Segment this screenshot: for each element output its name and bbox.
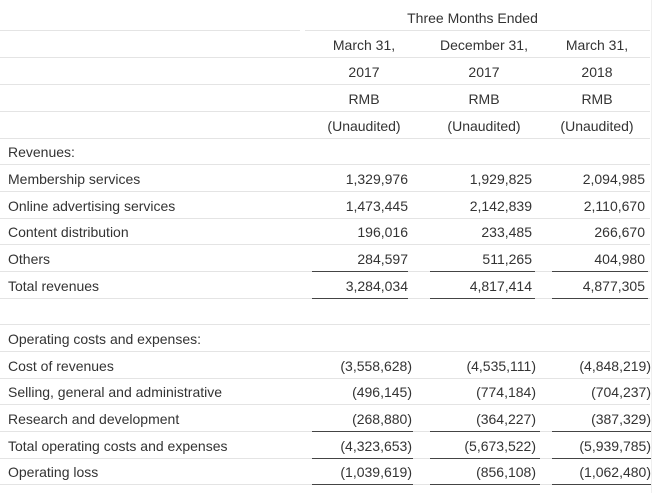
header-row-status: (Unaudited) (Unaudited) (Unaudited) xyxy=(0,113,657,139)
table-row: Others 284,597 511,265 404,980 xyxy=(0,246,657,272)
row-value-2017q1: (1,039,619) xyxy=(340,464,412,480)
row-value-2018q1: (5,939,785) xyxy=(579,438,651,454)
row-value-2017q4: 2,142,839 xyxy=(469,198,532,214)
header-row-currency: RMB RMB RMB xyxy=(0,86,657,112)
row-value-2018q1: 404,980 xyxy=(594,251,645,267)
row-label: Total revenues xyxy=(8,278,100,294)
period-title: Three Months Ended xyxy=(407,10,538,26)
column-year-2: 2017 xyxy=(468,64,500,80)
table-row: Online advertising services 1,473,445 2,… xyxy=(0,193,657,219)
total-rule xyxy=(552,298,648,299)
total-rule xyxy=(430,458,540,459)
subtotal-rule xyxy=(430,271,535,272)
row-value-2017q1: 284,597 xyxy=(357,251,408,267)
row-label: Membership services xyxy=(8,171,141,187)
header-row-year: 2017 2017 2018 xyxy=(0,59,657,85)
row-value-2017q1: 1,473,445 xyxy=(345,198,408,214)
total-rule xyxy=(430,484,540,485)
table-row: Content distribution 196,016 233,485 266… xyxy=(0,219,657,245)
subtotal-rule xyxy=(552,431,652,432)
column-year-3: 2018 xyxy=(581,64,613,80)
column-currency-2: RMB xyxy=(468,91,500,107)
revenues-section-label: Revenues: xyxy=(8,144,75,160)
revenues-section-row: Revenues: xyxy=(0,139,657,165)
column-status-1: (Unaudited) xyxy=(327,118,401,134)
total-rule xyxy=(312,458,413,459)
row-value-2017q4: (4,535,111) xyxy=(466,358,536,374)
column-date-2: December 31, xyxy=(440,37,528,53)
header-row-period: Three Months Ended xyxy=(0,5,657,31)
row-label: Research and development xyxy=(8,411,180,427)
subtotal-rule xyxy=(430,431,540,432)
row-value-2017q4: (364,227) xyxy=(476,411,536,427)
table-row: Research and development (268,880) (364,… xyxy=(0,406,657,432)
row-value-2017q1: 1,329,976 xyxy=(345,171,408,187)
table-row-total: Total revenues 3,284,034 4,817,414 4,877… xyxy=(0,273,657,299)
row-label: Total operating costs and expenses xyxy=(8,438,228,454)
costs-section-row: Operating costs and expenses: xyxy=(0,326,657,352)
row-value-2017q4: (5,673,522) xyxy=(464,438,536,454)
table-right-border xyxy=(651,0,652,493)
row-label: Cost of revenues xyxy=(8,358,114,374)
total-rule xyxy=(312,298,408,299)
row-value-2017q1: (3,558,628) xyxy=(340,358,412,374)
subtotal-rule xyxy=(312,271,408,272)
row-value-2017q1: (268,880) xyxy=(352,411,412,427)
spacer-row xyxy=(0,299,657,325)
row-value-2017q4: (774,184) xyxy=(476,384,536,400)
row-value-2017q1: (4,323,653) xyxy=(340,438,412,454)
row-value-2018q1: 4,877,305 xyxy=(582,278,645,294)
total-rule xyxy=(312,484,413,485)
table-row: Selling, general and administrative (496… xyxy=(0,379,657,405)
row-value-2017q4: 233,485 xyxy=(481,224,532,240)
row-value-2018q1: 2,110,670 xyxy=(583,198,645,214)
row-value-2018q1: 2,094,985 xyxy=(582,171,645,187)
row-label: Selling, general and administrative xyxy=(8,384,223,400)
row-value-2017q4: (856,108) xyxy=(476,464,536,480)
row-value-2017q1: (496,145) xyxy=(352,384,412,400)
table-row: Cost of revenues (3,558,628) (4,535,111)… xyxy=(0,353,657,379)
costs-section-label: Operating costs and expenses: xyxy=(8,331,202,347)
row-value-2017q4: 4,817,414 xyxy=(469,278,532,294)
total-rule xyxy=(552,458,652,459)
subtotal-rule xyxy=(312,431,413,432)
row-value-2018q1: (387,329) xyxy=(591,411,651,427)
column-status-3: (Unaudited) xyxy=(560,118,634,134)
column-currency-1: RMB xyxy=(348,91,380,107)
row-value-2018q1: 266,670 xyxy=(594,224,645,240)
row-label: Others xyxy=(8,251,51,267)
row-value-2018q1: (1,062,480) xyxy=(579,464,651,480)
row-value-2017q4: 1,929,825 xyxy=(469,171,532,187)
column-status-2: (Unaudited) xyxy=(447,118,521,134)
row-label: Content distribution xyxy=(8,224,129,240)
table-row: Membership services 1,329,976 1,929,825 … xyxy=(0,166,657,192)
row-value-2017q1: 196,016 xyxy=(357,224,408,240)
row-label: Operating loss xyxy=(8,464,99,480)
column-currency-3: RMB xyxy=(581,91,613,107)
column-date-1: March 31, xyxy=(332,37,396,53)
column-date-3: March 31, xyxy=(565,37,629,53)
row-value-2017q4: 511,265 xyxy=(482,251,532,267)
row-value-2017q1: 3,284,034 xyxy=(345,278,408,294)
row-value-2018q1: (704,237) xyxy=(591,384,651,400)
column-year-1: 2017 xyxy=(348,64,380,80)
row-label: Online advertising services xyxy=(8,198,176,214)
row-value-2018q1: (4,848,219) xyxy=(579,358,651,374)
total-rule xyxy=(552,484,652,485)
subtotal-rule xyxy=(552,271,648,272)
table-row-total: Total operating costs and expenses (4,32… xyxy=(0,433,657,459)
header-row-date: March 31, December 31, March 31, xyxy=(0,32,657,58)
table-row-operating-loss: Operating loss (1,039,619) (856,108) (1,… xyxy=(0,459,657,485)
total-rule xyxy=(430,298,535,299)
